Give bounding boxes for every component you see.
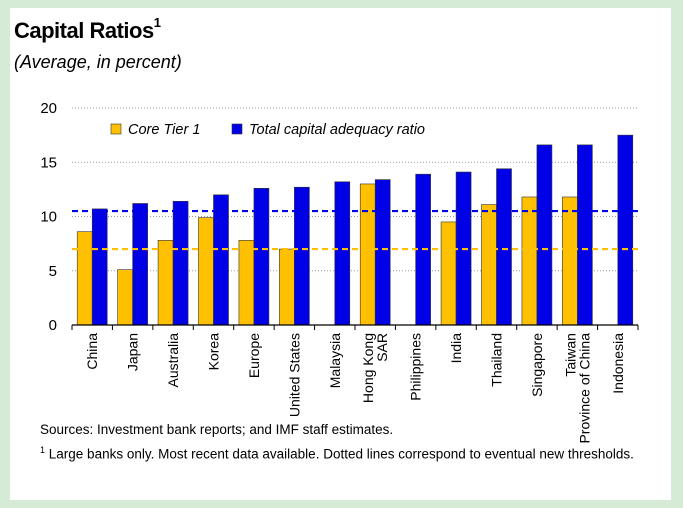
bar-total-car <box>334 181 351 326</box>
bar-total-car <box>172 201 189 326</box>
category-label: Indonesia <box>610 333 626 394</box>
bar-total-car <box>253 187 270 326</box>
legend-swatch <box>110 123 122 135</box>
bar-total-car <box>577 144 593 326</box>
category-label: Japan <box>125 333 141 371</box>
bar-core-tier-1 <box>521 196 538 326</box>
bar-total-car <box>91 208 108 326</box>
sources-note: Sources: Investment bank reports; and IM… <box>40 422 394 437</box>
bar-core-tier-1 <box>279 248 295 326</box>
category-label: Australia <box>165 333 181 388</box>
legend-swatch <box>231 123 243 135</box>
title-footnote-mark: 1 <box>153 15 161 30</box>
bar-total-car <box>132 203 148 326</box>
category-label: Province of China <box>576 333 592 444</box>
y-tick-label: 20 <box>40 100 57 117</box>
bar-core-tier-1 <box>238 240 255 326</box>
category-label: Thailand <box>489 333 505 387</box>
category-label: China <box>84 333 100 370</box>
category-label: Singapore <box>529 333 545 397</box>
bar-total-car <box>496 168 512 326</box>
bar-core-tier-1 <box>157 240 174 326</box>
bar-total-car <box>374 179 391 326</box>
bar-core-tier-1 <box>198 217 214 326</box>
chart-notes: Sources: Investment bank reports; and IM… <box>40 420 640 465</box>
y-tick-label: 10 <box>40 209 57 226</box>
category-label: Malaysia <box>327 333 343 388</box>
footnote-text: Large banks only. Most recent data avail… <box>48 446 634 462</box>
category-label: Hong Kong <box>360 333 376 403</box>
y-tick-label: 0 <box>49 317 57 334</box>
legend-label: Total capital adequacy ratio <box>249 122 425 138</box>
bar-core-tier-1 <box>481 204 497 326</box>
bar-core-tier-1 <box>76 231 93 326</box>
category-label: SAR <box>374 333 390 362</box>
footnote-mark: 1 <box>40 445 46 455</box>
category-label: India <box>448 333 464 364</box>
bar-core-tier-1 <box>440 221 457 326</box>
category-label: United States <box>286 333 302 417</box>
bar-total-car <box>617 134 634 326</box>
bar-core-tier-1 <box>359 183 376 326</box>
y-tick-label: 5 <box>49 263 57 280</box>
category-label: Taiwan <box>562 333 578 377</box>
bar-total-car <box>294 186 310 326</box>
category-label: Europe <box>246 333 262 378</box>
bar-total-car <box>213 194 229 326</box>
bar-core-tier-1 <box>117 269 133 326</box>
legend-label: Core Tier 1 <box>128 122 200 138</box>
y-tick-label: 15 <box>40 154 57 171</box>
category-label: Korea <box>206 333 222 371</box>
bar-total-car <box>536 144 553 326</box>
chart-title: Capital Ratios1 <box>14 15 161 43</box>
bar-core-tier-1 <box>562 196 578 326</box>
footnote: 1 Large banks only. Most recent data ava… <box>40 440 640 465</box>
category-label: Philippines <box>408 333 424 401</box>
chart-subtitle: (Average, in percent) <box>14 52 182 72</box>
